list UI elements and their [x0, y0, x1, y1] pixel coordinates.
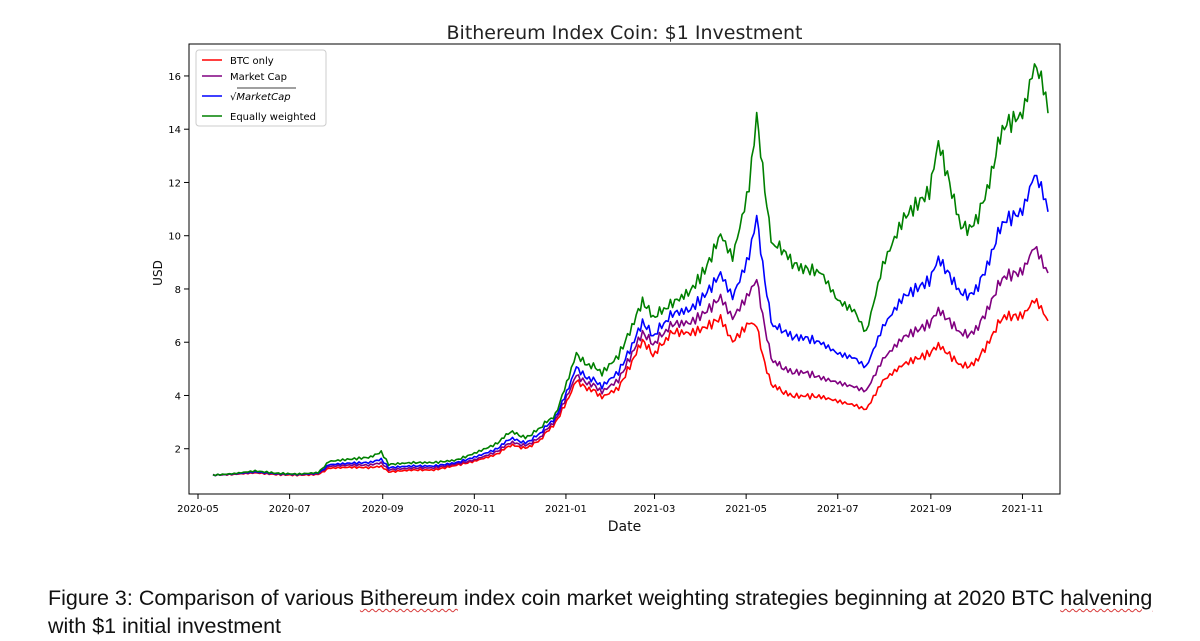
- y-tick-label: 4: [175, 391, 181, 402]
- caption-word-bithereum: Bithereum: [359, 586, 458, 610]
- series-line-2: [212, 174, 1049, 477]
- y-tick-label: 2: [175, 445, 181, 456]
- x-tick-label: 2021-05: [725, 504, 767, 515]
- y-tick-label: 10: [168, 232, 181, 243]
- y-tick-label: 16: [168, 72, 181, 83]
- chart-title: Bithereum Index Coin: $1 Investment: [447, 22, 803, 44]
- caption-suffix: with $1 initial investment: [48, 614, 282, 638]
- x-tick-label: 2020-07: [269, 504, 311, 515]
- y-tick-label: 8: [175, 285, 181, 296]
- x-tick-label: 2021-03: [634, 504, 676, 515]
- x-tick-label: 2020-11: [453, 504, 495, 515]
- figure-caption: Figure 3: Comparison of various Bithereu…: [48, 584, 1188, 640]
- y-tick-label: 6: [175, 338, 181, 349]
- series-line-3: [212, 63, 1049, 477]
- series-line-0: [212, 297, 1049, 477]
- legend-label-0: BTC only: [230, 56, 274, 67]
- x-tick-label: 2021-01: [545, 504, 587, 515]
- x-axis-label: Date: [608, 519, 641, 535]
- legend-label-2: √MarketCap: [230, 92, 291, 103]
- x-tick-label: 2021-09: [910, 504, 952, 515]
- caption-prefix: Figure 3: Comparison of various: [48, 586, 360, 610]
- legend-label-1: Market Cap: [230, 72, 287, 83]
- x-tick-label: 2020-09: [362, 504, 404, 515]
- caption-middle: index coin market weighting strategies b…: [457, 586, 1061, 610]
- x-tick-label: 2021-11: [1002, 504, 1044, 515]
- series-line-1: [212, 245, 1049, 477]
- caption-word-halvening: halvening: [1060, 586, 1153, 610]
- plot-frame: [188, 43, 1061, 495]
- chart-container: Bithereum Index Coin: $1 Investment 2 4 6 8 1…: [151, 22, 1061, 535]
- y-tick-label: 12: [168, 178, 181, 189]
- line-chart: Bithereum Index Coin: $1 Investment 2 4 6 8 1…: [151, 22, 1061, 535]
- x-tick-label: 2021-07: [817, 504, 859, 515]
- y-tick-label: 14: [168, 125, 181, 136]
- legend-label-3: Equally weighted: [230, 112, 316, 123]
- x-tick-label: 2020-05: [177, 504, 219, 515]
- y-axis-label: USD: [151, 260, 165, 286]
